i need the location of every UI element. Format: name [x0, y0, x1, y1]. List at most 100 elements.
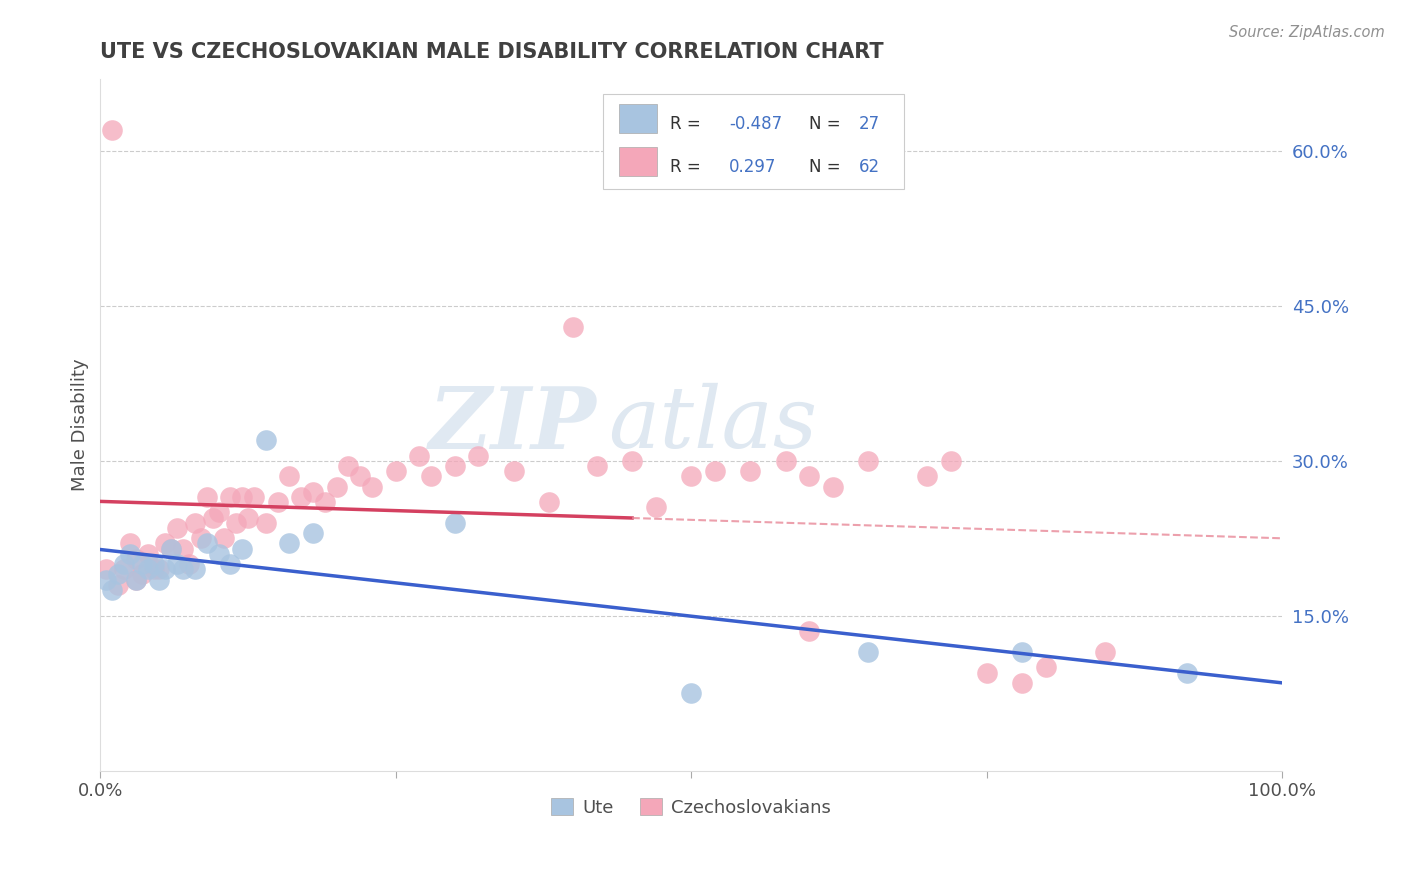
- Point: [1011, 676, 1033, 690]
- Point: [585, 458, 607, 473]
- Point: [1094, 645, 1116, 659]
- Point: [384, 464, 406, 478]
- Point: [420, 469, 443, 483]
- Point: [96, 573, 118, 587]
- Point: [703, 464, 725, 478]
- Point: [107, 578, 129, 592]
- Point: [325, 480, 347, 494]
- Y-axis label: Male Disability: Male Disability: [72, 359, 89, 491]
- Point: [101, 582, 124, 597]
- Point: [219, 490, 242, 504]
- Point: [177, 557, 200, 571]
- Text: atlas: atlas: [609, 384, 817, 466]
- Point: [148, 562, 170, 576]
- Point: [278, 536, 301, 550]
- Point: [136, 562, 159, 576]
- Point: [681, 686, 703, 700]
- Point: [1011, 645, 1033, 659]
- Point: [681, 469, 703, 483]
- Point: [254, 433, 277, 447]
- Point: [349, 469, 371, 483]
- Point: [503, 464, 526, 478]
- Point: [142, 562, 165, 576]
- Point: [538, 495, 561, 509]
- Point: [207, 505, 229, 519]
- Point: [160, 541, 183, 556]
- Point: [799, 469, 821, 483]
- Point: [266, 495, 288, 509]
- Legend: Ute, Czechoslovakians: Ute, Czechoslovakians: [544, 791, 838, 824]
- Point: [155, 562, 177, 576]
- Point: [201, 510, 224, 524]
- Point: [172, 541, 194, 556]
- Point: [443, 516, 465, 530]
- Point: [160, 541, 183, 556]
- Point: [107, 567, 129, 582]
- Point: [125, 573, 148, 587]
- Point: [858, 454, 880, 468]
- Point: [562, 319, 585, 334]
- Point: [1035, 660, 1057, 674]
- Point: [361, 480, 384, 494]
- Point: [96, 562, 118, 576]
- FancyBboxPatch shape: [619, 147, 657, 176]
- Point: [195, 536, 218, 550]
- FancyBboxPatch shape: [603, 94, 904, 189]
- Text: Source: ZipAtlas.com: Source: ZipAtlas.com: [1229, 25, 1385, 40]
- Point: [775, 454, 797, 468]
- Point: [125, 552, 148, 566]
- FancyBboxPatch shape: [619, 104, 657, 134]
- Point: [125, 573, 148, 587]
- Point: [314, 495, 336, 509]
- Text: N =: N =: [810, 158, 841, 176]
- Point: [136, 547, 159, 561]
- Point: [302, 526, 325, 541]
- Point: [621, 454, 644, 468]
- Point: [219, 557, 242, 571]
- Point: [443, 458, 465, 473]
- Point: [740, 464, 762, 478]
- Text: N =: N =: [810, 115, 841, 134]
- Point: [166, 521, 188, 535]
- Text: 27: 27: [859, 115, 880, 134]
- Point: [939, 454, 962, 468]
- Point: [821, 480, 844, 494]
- Point: [236, 510, 259, 524]
- Point: [278, 469, 301, 483]
- Text: 0.297: 0.297: [728, 158, 776, 176]
- Point: [112, 557, 135, 571]
- Point: [184, 516, 207, 530]
- Point: [101, 123, 124, 137]
- Point: [1177, 665, 1199, 680]
- Text: R =: R =: [669, 158, 700, 176]
- Point: [858, 645, 880, 659]
- Point: [225, 516, 247, 530]
- Point: [467, 449, 489, 463]
- Point: [290, 490, 312, 504]
- Point: [408, 449, 430, 463]
- Point: [195, 490, 218, 504]
- Point: [254, 516, 277, 530]
- Point: [142, 557, 165, 571]
- Text: ZIP: ZIP: [429, 383, 596, 467]
- Text: UTE VS CZECHOSLOVAKIAN MALE DISABILITY CORRELATION CHART: UTE VS CZECHOSLOVAKIAN MALE DISABILITY C…: [100, 42, 884, 62]
- Point: [112, 562, 135, 576]
- Point: [337, 458, 360, 473]
- Point: [243, 490, 266, 504]
- Point: [131, 567, 153, 582]
- Point: [155, 536, 177, 550]
- Point: [190, 531, 212, 545]
- Text: R =: R =: [669, 115, 700, 134]
- Point: [131, 557, 153, 571]
- Point: [166, 557, 188, 571]
- Text: 62: 62: [859, 158, 880, 176]
- Point: [214, 531, 236, 545]
- Point: [207, 547, 229, 561]
- Point: [799, 624, 821, 639]
- Text: -0.487: -0.487: [728, 115, 782, 134]
- Point: [644, 500, 666, 515]
- Point: [184, 562, 207, 576]
- Point: [231, 490, 253, 504]
- Point: [118, 547, 141, 561]
- Point: [231, 541, 253, 556]
